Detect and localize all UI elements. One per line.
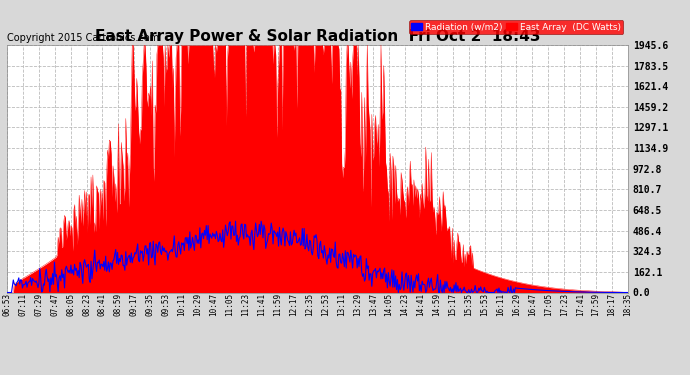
Legend: Radiation (w/m2), East Array  (DC Watts): Radiation (w/m2), East Array (DC Watts) (408, 20, 623, 34)
Text: Copyright 2015 Cartronics.com: Copyright 2015 Cartronics.com (7, 33, 159, 42)
Title: East Array Power & Solar Radiation  Fri Oct 2  18:43: East Array Power & Solar Radiation Fri O… (95, 29, 540, 44)
